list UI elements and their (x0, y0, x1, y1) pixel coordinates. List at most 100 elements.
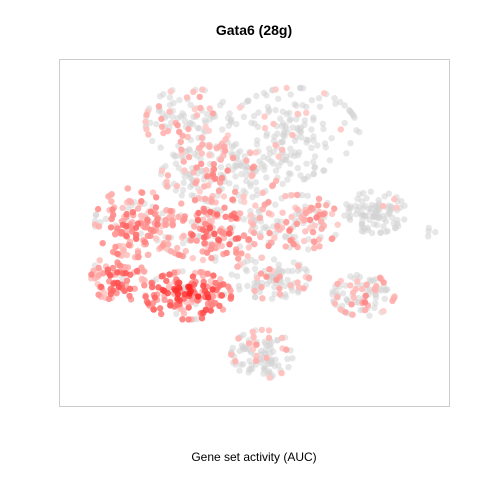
data-point (191, 106, 198, 113)
data-point (334, 280, 341, 288)
data-point (389, 297, 396, 304)
data-point (266, 374, 273, 381)
data-point (110, 211, 117, 219)
data-point (137, 212, 145, 219)
data-point (216, 227, 224, 234)
data-point (253, 186, 260, 194)
data-point (331, 95, 338, 102)
data-point (240, 346, 247, 353)
data-point (236, 367, 243, 374)
data-point (131, 285, 138, 292)
data-point (303, 103, 310, 111)
data-point (218, 174, 226, 182)
data-point (95, 291, 102, 298)
data-point (350, 112, 357, 119)
data-point (142, 118, 149, 126)
data-point (166, 271, 173, 278)
data-point (223, 249, 230, 257)
data-point (253, 191, 261, 199)
data-point (171, 153, 178, 160)
chart-title: Gata6 (28g) (216, 22, 292, 38)
data-point (180, 179, 187, 186)
data-point (228, 143, 236, 151)
data-point (287, 282, 294, 289)
data-point (252, 202, 259, 209)
data-point (256, 214, 264, 222)
data-point (279, 268, 286, 275)
data-point (206, 152, 213, 159)
data-point (310, 158, 317, 166)
data-point (139, 189, 146, 196)
data-point (315, 195, 323, 202)
data-point (272, 106, 279, 114)
data-point (288, 213, 295, 221)
data-point (161, 287, 168, 295)
data-point (151, 294, 159, 301)
data-point (339, 290, 347, 297)
data-point (185, 316, 192, 323)
data-point (271, 362, 278, 370)
data-point (249, 164, 256, 172)
data-point (204, 173, 211, 180)
data-point (297, 124, 305, 131)
data-point (366, 312, 373, 319)
data-point (193, 112, 201, 119)
data-point (238, 170, 245, 178)
data-point (209, 293, 217, 300)
data-point (306, 216, 314, 223)
data-point (281, 282, 288, 289)
data-point (97, 283, 105, 290)
data-point (314, 142, 321, 149)
data-point (166, 108, 173, 115)
data-point (311, 164, 318, 172)
data-point (215, 237, 223, 244)
data-point (174, 295, 181, 302)
data-point (345, 106, 353, 114)
data-point (284, 176, 291, 183)
data-point (266, 368, 273, 375)
data-point (250, 229, 258, 237)
data-point (377, 229, 384, 236)
data-point (294, 279, 301, 286)
data-point (243, 163, 251, 171)
data-point (293, 191, 301, 199)
data-point (225, 283, 232, 290)
data-point (328, 135, 335, 142)
data-point (117, 262, 124, 269)
data-point (141, 268, 148, 275)
data-point (376, 274, 384, 281)
data-point (251, 287, 258, 295)
data-point (332, 287, 340, 295)
data-point (319, 120, 326, 128)
data-point (311, 238, 318, 246)
data-point (274, 130, 281, 137)
data-point (244, 282, 251, 290)
data-point (235, 255, 242, 262)
data-point (245, 369, 252, 376)
data-point (153, 120, 160, 128)
data-point (232, 163, 239, 170)
data-point (294, 152, 302, 159)
data-point (287, 160, 294, 167)
data-point (257, 359, 265, 366)
data-point (191, 223, 198, 230)
data-point (334, 221, 341, 228)
data-point (240, 113, 248, 121)
data-point (262, 223, 269, 230)
data-point (199, 141, 206, 148)
data-point (320, 125, 327, 133)
data-point (207, 307, 214, 314)
data-point (210, 165, 218, 173)
data-point (190, 88, 197, 96)
data-point (331, 300, 338, 307)
data-point (141, 238, 149, 246)
data-point (308, 144, 315, 151)
data-point (318, 225, 325, 232)
data-point (256, 158, 263, 165)
data-point (283, 346, 290, 353)
data-point (192, 179, 199, 187)
data-point (311, 222, 318, 229)
data-point (167, 207, 174, 215)
data-point (240, 216, 248, 223)
data-point (189, 232, 196, 239)
